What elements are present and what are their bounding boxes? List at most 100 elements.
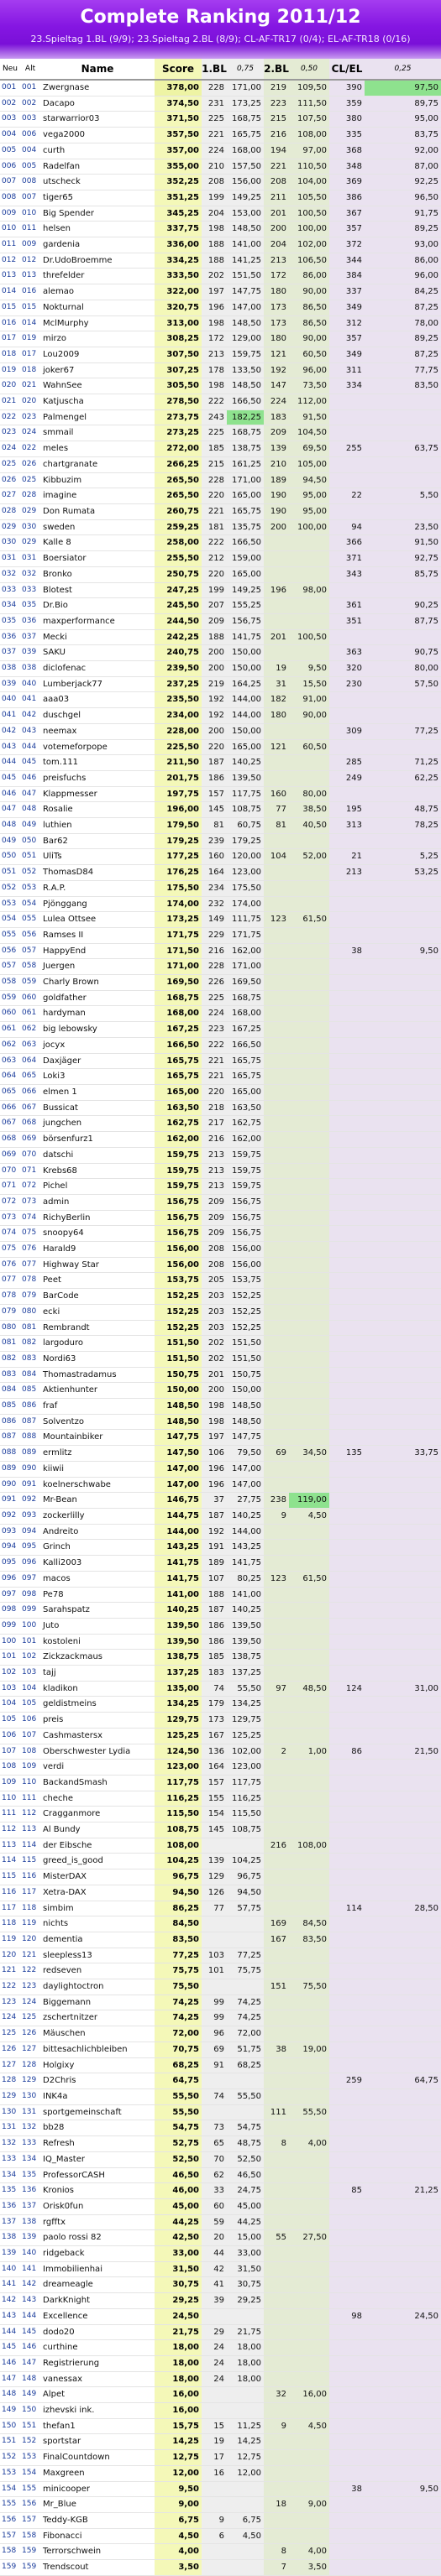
rank-new: 112 [0, 1822, 20, 1838]
player-name: Aktienhunter [40, 1382, 155, 1400]
player-name: tiger65 [40, 190, 155, 206]
player-name: Lumberjack77 [40, 676, 155, 693]
bl1-points: 145 [202, 1822, 227, 1838]
player-name: diclofenac [40, 660, 155, 677]
bl2-points [264, 644, 289, 662]
bl2-weighted: 98,00 [289, 582, 329, 599]
player-name: ermlitz [40, 1445, 155, 1462]
rank-old: 065 [20, 1068, 40, 1085]
rank-old: 021 [20, 378, 40, 395]
bl1-weighted: 156,75 [227, 1225, 264, 1243]
bl1-weighted: 168,75 [227, 425, 264, 442]
player-name: Maxgreen [40, 2465, 155, 2482]
bl2-weighted: 100,50 [289, 629, 329, 646]
bl2-weighted: 4,50 [289, 2418, 329, 2435]
bl1-weighted: 161,25 [227, 456, 264, 473]
bl2-points: 8 [264, 2543, 289, 2561]
table-row: 122 123 daylightoctron 75,50 151 75,50 [0, 1979, 441, 1995]
bl1-points: 106 [202, 1445, 227, 1462]
table-row: 001 001 Zwergnase 378,00 228 171,00 219 109,50 3… [0, 80, 441, 96]
cl-el-weighted: 92,00 [365, 143, 441, 159]
cl-el-weighted: 78,00 [365, 315, 441, 332]
score-value: 333,50 [155, 268, 202, 285]
score-value: 125,25 [155, 1728, 202, 1744]
rank-old: 059 [20, 974, 40, 991]
bl1-weighted: 54,75 [227, 2120, 264, 2137]
bl1-points: 191 [202, 1539, 227, 1557]
score-value: 141,75 [155, 1571, 202, 1588]
bl1-weighted: 137,25 [227, 1665, 264, 1682]
table-row: 086 087 Solventzo 148,50 198 148,50 [0, 1414, 441, 1431]
bl2-points: 121 [264, 347, 289, 363]
player-name: Thomastradamus [40, 1367, 155, 1384]
bl2-weighted: 86,50 [289, 315, 329, 332]
bl2-weighted [289, 2057, 329, 2074]
bl1-weighted: 149,25 [227, 190, 264, 206]
bl2-weighted [289, 2026, 329, 2042]
cl-el-weighted [365, 2418, 441, 2435]
player-name: zschertnitzer [40, 2010, 155, 2027]
rank-old: 022 [20, 441, 40, 457]
rank-old: 082 [20, 1335, 40, 1352]
score-value: 68,25 [155, 2057, 202, 2074]
cl-el-points [329, 2465, 365, 2482]
rank-new: 043 [0, 739, 20, 756]
rank-new: 013 [0, 268, 20, 285]
cl-el-points: 312 [329, 315, 365, 332]
bl2-points [264, 1414, 289, 1431]
bl1-weighted: 168,75 [227, 990, 264, 1007]
rank-old: 095 [20, 1539, 40, 1557]
player-name: Radelfan [40, 159, 155, 175]
bl2-points [264, 1131, 289, 1148]
score-value: 104,25 [155, 1853, 202, 1870]
bl1-points: 24 [202, 2355, 227, 2372]
bl2-weighted [289, 2355, 329, 2372]
player-name: Kalle 8 [40, 534, 155, 552]
bl1-points: 208 [202, 1257, 227, 1274]
cl-el-points [329, 456, 365, 473]
bl1-weighted: 159,75 [227, 1163, 264, 1180]
cl-el-points: 357 [329, 331, 365, 347]
rank-old: 120 [20, 1932, 40, 1948]
rank-old: 018 [20, 362, 40, 379]
bl2-points [264, 1194, 289, 1211]
cl-el-points [329, 1429, 365, 1447]
bl1-weighted: 141,00 [227, 1587, 264, 1603]
bl1-weighted [227, 2543, 264, 2561]
rank-old: 087 [20, 1414, 40, 1431]
rank-old: 152 [20, 2433, 40, 2451]
player-name: Xetra-DAX [40, 1885, 155, 1901]
player-name: Biggemann [40, 1995, 155, 2011]
bl1-points: 164 [202, 864, 227, 881]
cl-el-weighted [365, 2528, 441, 2545]
bl1-points: 178 [202, 362, 227, 379]
table-row: 128 129 D2Chris 64,75 259 64,75 [0, 2073, 441, 2089]
cl-el-points: 361 [329, 597, 365, 614]
table-row: 041 042 duschgel 234,00 192 144,00 180 90,00 [0, 707, 441, 724]
cl-el-points [329, 2371, 365, 2388]
bl1-points: 228 [202, 472, 227, 489]
bl2-weighted [289, 1021, 329, 1038]
bl1-weighted: 159,00 [227, 550, 264, 567]
cl-el-weighted [365, 1775, 441, 1791]
bl2-weighted [289, 1634, 329, 1650]
player-name: jungchen [40, 1115, 155, 1133]
rank-new: 098 [0, 1602, 20, 1619]
table-row: 059 060 goldfather 168,75 225 168,75 [0, 990, 441, 1007]
table-row: 042 043 neemax 228,00 200 150,00 309 77,25 [0, 723, 441, 740]
bl2-points [264, 974, 289, 991]
bl1-points: 223 [202, 1021, 227, 1038]
table-row: 098 099 Sarahspatz 140,25 187 140,25 [0, 1602, 441, 1619]
cl-el-weighted [365, 1555, 441, 1572]
player-name: der Eibsche [40, 1838, 155, 1854]
bl2-points [264, 1712, 289, 1729]
bl2-weighted [289, 550, 329, 567]
score-value: 86,25 [155, 1901, 202, 1917]
bl2-weighted: 34,50 [289, 1445, 329, 1462]
score-value: 15,75 [155, 2418, 202, 2435]
bl1-weighted: 141,75 [227, 1555, 264, 1572]
score-value: 45,00 [155, 2198, 202, 2215]
score-value: 4,00 [155, 2543, 202, 2561]
cl-el-points [329, 2245, 365, 2262]
bl2-weighted: 90,00 [289, 707, 329, 724]
